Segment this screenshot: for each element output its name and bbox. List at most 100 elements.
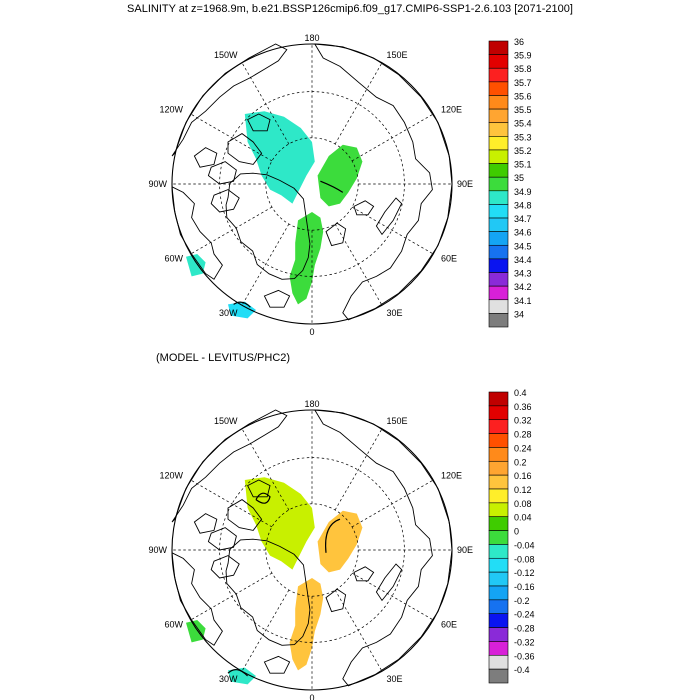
colorbar-swatch xyxy=(488,391,509,407)
lon-label: 150W xyxy=(214,50,238,60)
colorbar-label: 35.4 xyxy=(514,119,532,129)
region-3 xyxy=(186,620,206,643)
lon-label: 0 xyxy=(309,327,314,337)
meridian xyxy=(241,428,290,511)
meridian xyxy=(334,589,383,672)
colorbar-label: 0.28 xyxy=(514,430,532,440)
lon-label: 120E xyxy=(441,471,462,481)
meridian xyxy=(241,223,290,306)
colorbar-swatch xyxy=(488,285,509,301)
colorbar-swatch xyxy=(488,176,509,192)
colorbar-label: 35.3 xyxy=(514,132,532,142)
colorbar-swatch xyxy=(488,405,509,421)
contour-line xyxy=(320,180,344,193)
colorbar-label: -0.08 xyxy=(514,554,535,564)
meridian xyxy=(351,113,434,162)
colorbar-label: 34.8 xyxy=(514,200,532,210)
lon-label: 60W xyxy=(164,254,183,264)
colorbar-label: 35.7 xyxy=(514,78,532,88)
colorbar-label: 34.1 xyxy=(514,296,532,306)
lon-label: 90W xyxy=(148,545,167,555)
colorbar-swatch xyxy=(488,149,509,164)
colorbar-swatch xyxy=(488,54,509,69)
colorbar-swatch xyxy=(488,433,509,448)
colorbar-swatch xyxy=(488,544,509,559)
colorbar-swatch xyxy=(488,516,509,531)
colorbar-swatch xyxy=(488,447,509,462)
lon-label: 120E xyxy=(441,105,462,115)
lon-label: 60W xyxy=(164,620,183,630)
lon-label: 30E xyxy=(387,308,403,318)
lon-label: 90E xyxy=(457,179,473,189)
lon-label: 150E xyxy=(387,50,408,60)
colorbar-swatch xyxy=(488,81,509,96)
colorbar-swatch xyxy=(488,258,509,273)
colorbar-label: 35.8 xyxy=(514,64,532,74)
contour-line xyxy=(255,492,271,504)
colorbar-swatch xyxy=(488,502,509,518)
colorbar-swatch xyxy=(488,190,509,205)
colorbar-label: -0.28 xyxy=(514,624,535,634)
colorbar-swatch xyxy=(488,244,509,260)
lon-label: 90W xyxy=(148,179,167,189)
colorbar-label: -0.32 xyxy=(514,637,535,647)
map-rim xyxy=(171,409,453,691)
meridian xyxy=(190,572,273,621)
colorbar-label: -0.04 xyxy=(514,540,535,550)
region-2 xyxy=(289,578,324,671)
colorbar-label: -0.24 xyxy=(514,610,535,620)
lon-label: 120W xyxy=(159,471,183,481)
lon-label: 30E xyxy=(387,674,403,684)
lon-label: 60E xyxy=(441,254,457,264)
lon-label: 150E xyxy=(387,416,408,426)
colorbar-swatch xyxy=(488,557,509,573)
meridian xyxy=(190,113,273,162)
colorbar-swatch xyxy=(488,136,509,151)
colorbar-swatch xyxy=(488,419,509,434)
colorbar-swatch xyxy=(488,313,509,328)
colorbar-swatch xyxy=(488,299,509,314)
colorbar-label: 0.24 xyxy=(514,443,532,453)
region-1 xyxy=(317,144,363,207)
colorbar-swatch xyxy=(488,163,509,178)
colorbar-label: 34.4 xyxy=(514,255,532,265)
meridian xyxy=(241,589,290,672)
meridian xyxy=(351,572,434,621)
lon-label: 180 xyxy=(304,399,319,409)
region-4 xyxy=(228,667,256,685)
meridian xyxy=(190,206,273,255)
colorbar-swatch xyxy=(488,122,509,137)
colorbar-label: -0.2 xyxy=(514,596,530,606)
meridian xyxy=(334,223,383,306)
colorbar-label: -0.36 xyxy=(514,651,535,661)
meridian xyxy=(351,479,434,528)
colorbar-label: 34 xyxy=(514,309,524,319)
difference-colorbar: 0.4 0.36 0.32 0.28 0.24 0.2 0.16 0.12 0.08 0.04 0 -… xyxy=(488,388,535,684)
colorbar-label: 0.2 xyxy=(514,457,527,467)
region-3 xyxy=(186,254,206,277)
colorbar-swatch xyxy=(488,627,509,642)
colorbar-label: 35.2 xyxy=(514,146,532,156)
colorbar-label: 34.3 xyxy=(514,269,532,279)
colorbar-label: -0.12 xyxy=(514,568,535,578)
colorbar-label: 35.1 xyxy=(514,160,532,170)
contour-line xyxy=(227,669,249,677)
lon-label: 90E xyxy=(457,545,473,555)
panel1-title: SALINITY at z=1968.9m, b.e21.BSSP126cmip… xyxy=(127,3,573,15)
lon-label: 0 xyxy=(309,693,314,700)
colorbar-swatch xyxy=(488,217,509,232)
colorbar-swatch xyxy=(488,654,509,670)
meridian xyxy=(334,62,383,145)
colorbar-label: 36 xyxy=(514,37,524,47)
contour-line xyxy=(233,301,251,308)
colorbar-label: -0.16 xyxy=(514,582,535,592)
colorbar-swatch xyxy=(488,668,509,684)
colorbar-label: -0.4 xyxy=(514,665,530,675)
colorbar-label: 0.36 xyxy=(514,402,532,412)
region-2 xyxy=(289,212,324,305)
colorbar-swatch xyxy=(488,204,509,219)
lon-label: 120W xyxy=(159,105,183,115)
colorbar-label: 0.4 xyxy=(514,388,527,398)
colorbar-label: 34.5 xyxy=(514,241,532,251)
